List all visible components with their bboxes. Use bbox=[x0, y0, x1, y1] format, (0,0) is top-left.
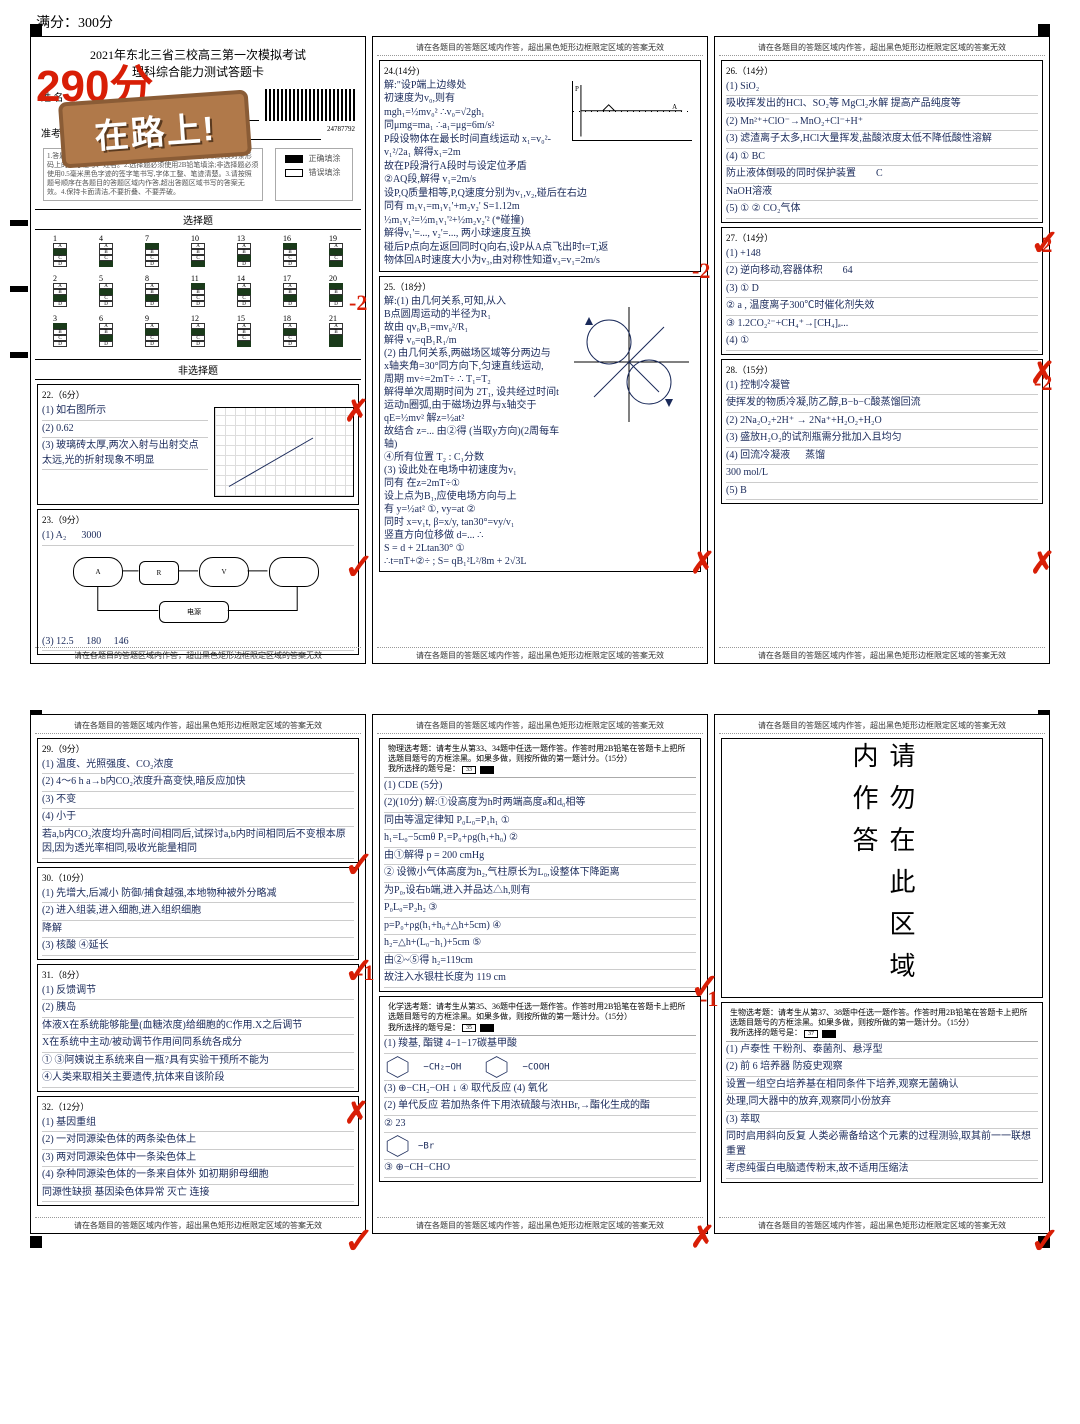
mc-option[interactable]: D bbox=[283, 301, 297, 307]
mc-option[interactable]: D bbox=[191, 341, 205, 347]
grader-cross-icon: ✗ bbox=[344, 394, 369, 429]
no-answer-text: 请勿在此区域内作答 bbox=[845, 742, 919, 994]
q30-box: 30.（10分） (1) 先增大,后减小 防御/捕食越强,本地物种被外分略减 (… bbox=[37, 867, 359, 960]
panel-bio-optional: 请在各题目的答题区域内作答，超出黑色矩形边框限定区域的答案无效 请勿在此区域内作… bbox=[714, 714, 1050, 1234]
grader-check-icon: ✓ bbox=[344, 844, 374, 886]
q28-box: 28.（15分） (1) 控制冷凝管 使挥发的物质冷凝,防乙醇,B−b−C酸蒸馏… bbox=[721, 359, 1043, 505]
q22-graph bbox=[214, 407, 354, 497]
full-score-label: 满分：300分 bbox=[30, 8, 1050, 34]
q24-diagram: P A bbox=[572, 81, 692, 141]
grader-deduction: -1 bbox=[356, 960, 374, 986]
mc-option[interactable]: D bbox=[237, 301, 251, 307]
mc-option[interactable]: D bbox=[283, 341, 297, 347]
grader-deduction: -1 bbox=[700, 986, 718, 1012]
panel-footer: 请在各题目的答题区域内作答，超出黑色矩形边框限定区域的答案无效 bbox=[35, 647, 361, 661]
svg-text:A: A bbox=[672, 102, 677, 110]
grader-deduction: -2 bbox=[1034, 370, 1052, 396]
mc-option[interactable]: D bbox=[329, 301, 343, 307]
mc-option[interactable]: D bbox=[237, 341, 251, 347]
mc-option[interactable]: D bbox=[329, 341, 343, 347]
mc-option[interactable]: D bbox=[283, 261, 297, 267]
mc-option[interactable]: D bbox=[53, 341, 67, 347]
opt-37[interactable]: 37 bbox=[804, 1030, 818, 1038]
q24-box: 24.(14分) P A 解:"设P端上边缘处初速度为v₀,则有mgh₁=½mv… bbox=[379, 60, 701, 272]
mc-section-label: 选择题 bbox=[35, 209, 361, 230]
mc-option[interactable]: D bbox=[145, 341, 159, 347]
opt-36[interactable]: 36 bbox=[480, 1024, 494, 1032]
grader-cross-icon: ✗ bbox=[690, 546, 715, 581]
panels-row-2: 请在各题目的答题区域内作答，超出黑色矩形边框限定区域的答案无效 29.（9分） … bbox=[30, 714, 1050, 1234]
q29-box: 29.（9分） (1) 温度、光照强度、CO₂浓度 (2) 4～6 h a→b内… bbox=[37, 738, 359, 863]
mc-answer-grid: 1ABCD2ABCD3ABCD4ABCD5ABCD6ABCD7ABCD8ABCD… bbox=[35, 230, 361, 355]
grader-cross-icon: ✗ bbox=[344, 1096, 369, 1131]
phys-optional-intro: 物理选考题：请考生从第33、34题中任选一题作答。作答时用2B铅笔在答题卡上把所… bbox=[384, 742, 696, 778]
grader-deduction: -2 bbox=[349, 290, 367, 316]
mc-option[interactable]: D bbox=[99, 341, 113, 347]
q32-box: 32.（12分） (1) 基因重组 (2) 一对同源染色体的两条染色体上 (3)… bbox=[37, 1096, 359, 1207]
mc-option[interactable]: D bbox=[237, 261, 251, 267]
bio-optional-intro: 生物选考题：请考生从第37、38题中任选一题作答。作答时用2B铅笔在答题卡上把所… bbox=[726, 1006, 1038, 1042]
q35-36-box: 化学选考题：请考生从第35、36题中任选一题作答。作答时用2B铅笔在答题卡上把所… bbox=[379, 996, 701, 1182]
opt-35[interactable]: 35 bbox=[462, 1024, 476, 1032]
mc-option[interactable]: D bbox=[53, 301, 67, 307]
q37-38-box: 生物选考题：请考生从第37、38题中任选一题作答。作答时用2B铅笔在答题卡上把所… bbox=[721, 1002, 1043, 1183]
mc-option[interactable]: D bbox=[329, 261, 343, 267]
svg-text:P: P bbox=[575, 85, 579, 93]
barcode bbox=[265, 89, 355, 121]
panel-q24-q25: 请在各题目的答题区域内作答，超出黑色矩形边框限定区域的答案无效 24.(14分)… bbox=[372, 36, 708, 664]
grader-deduction: -2 bbox=[1034, 232, 1052, 258]
opt-34[interactable]: 34 bbox=[480, 766, 494, 774]
grader-check-icon: ✓ bbox=[344, 546, 374, 588]
mc-option[interactable]: D bbox=[145, 261, 159, 267]
grader-cross-icon: ✗ bbox=[690, 1220, 715, 1255]
q23-box: 23.（9分） (1) A₂ 3000 A R V 电源 (3) 12.5 18… bbox=[37, 509, 359, 655]
q23-circuit-diagram: A R V 电源 bbox=[68, 550, 328, 630]
answer-sheet-page-1: 满分：300分 290分 在路上! 2021年东北三省三校高三第一次模拟考试 理… bbox=[0, 0, 1080, 684]
align-corner bbox=[30, 1236, 42, 1248]
q27-box: 27.（14分） (1) +148 (2) 逆向移动,容器体积 64 (3) ①… bbox=[721, 227, 1043, 355]
grader-cross-icon: ✗ bbox=[1030, 546, 1055, 581]
align-corner bbox=[30, 24, 42, 36]
fill-demo-box: 正确填涂 错误填涂 bbox=[275, 148, 354, 201]
q25-box: 25.（18分） 解:(1) 由几何关系,可知,从入B点圆周运动的半径为R₁故由… bbox=[379, 276, 701, 572]
mc-option[interactable]: D bbox=[99, 301, 113, 307]
grader-check-icon: ✓ bbox=[344, 1220, 374, 1262]
panel-q26-28: 请在各题目的答题区域内作答，超出黑色矩形边框限定区域的答案无效 26.（14分）… bbox=[714, 36, 1050, 664]
nmc-section-label: 非选择题 bbox=[35, 359, 361, 380]
mc-option[interactable]: D bbox=[53, 261, 67, 267]
q33-34-box: 物理选考题：请考生从第33、34题中任选一题作答。作答时用2B铅笔在答题卡上把所… bbox=[379, 738, 701, 992]
stamp-text: 在路上! bbox=[93, 100, 217, 157]
no-answer-zone: 请勿在此区域内作答 bbox=[721, 738, 1043, 998]
mc-option[interactable]: D bbox=[191, 301, 205, 307]
mc-option[interactable]: D bbox=[99, 261, 113, 267]
stamp-badge: 在路上! bbox=[58, 89, 252, 168]
q31-box: 31.（8分） (1) 反馈调节 (2) 胰岛 体液X在系统能够能量(血糖浓度)… bbox=[37, 964, 359, 1092]
panel-optional-phys-chem: 请在各题目的答题区域内作答，超出黑色矩形边框限定区域的答案无效 物理选考题：请考… bbox=[372, 714, 708, 1234]
chem-optional-intro: 化学选考题：请考生从第35、36题中任选一题作答。作答时用2B铅笔在答题卡上把所… bbox=[384, 1000, 696, 1036]
opt-33[interactable]: 33 bbox=[462, 766, 476, 774]
align-corner bbox=[1038, 24, 1050, 36]
grader-check-icon: ✓ bbox=[1030, 1220, 1060, 1262]
align-side-marks bbox=[10, 220, 28, 358]
q26-box: 26.（14分） (1) SiO₂ 吸收挥发出的HCl、SO₂等 MgCl₂水解… bbox=[721, 60, 1043, 223]
answer-sheet-page-2: 请在各题目的答题区域内作答，超出黑色矩形边框限定区域的答案无效 29.（9分） … bbox=[0, 704, 1080, 1254]
q25-diagram bbox=[564, 297, 694, 427]
mc-option[interactable]: D bbox=[145, 301, 159, 307]
panel-q29-32: 请在各题目的答题区域内作答，超出黑色矩形边框限定区域的答案无效 29.（9分） … bbox=[30, 714, 366, 1234]
grader-deduction: -2 bbox=[692, 258, 710, 284]
q22-box: 22.（6分） (1) 如右图所示 (2) 0.62 (3) 玻璃砖太厚,两次入… bbox=[37, 384, 359, 505]
mc-option[interactable]: D bbox=[191, 261, 205, 267]
opt-38[interactable]: 38 bbox=[822, 1030, 836, 1038]
